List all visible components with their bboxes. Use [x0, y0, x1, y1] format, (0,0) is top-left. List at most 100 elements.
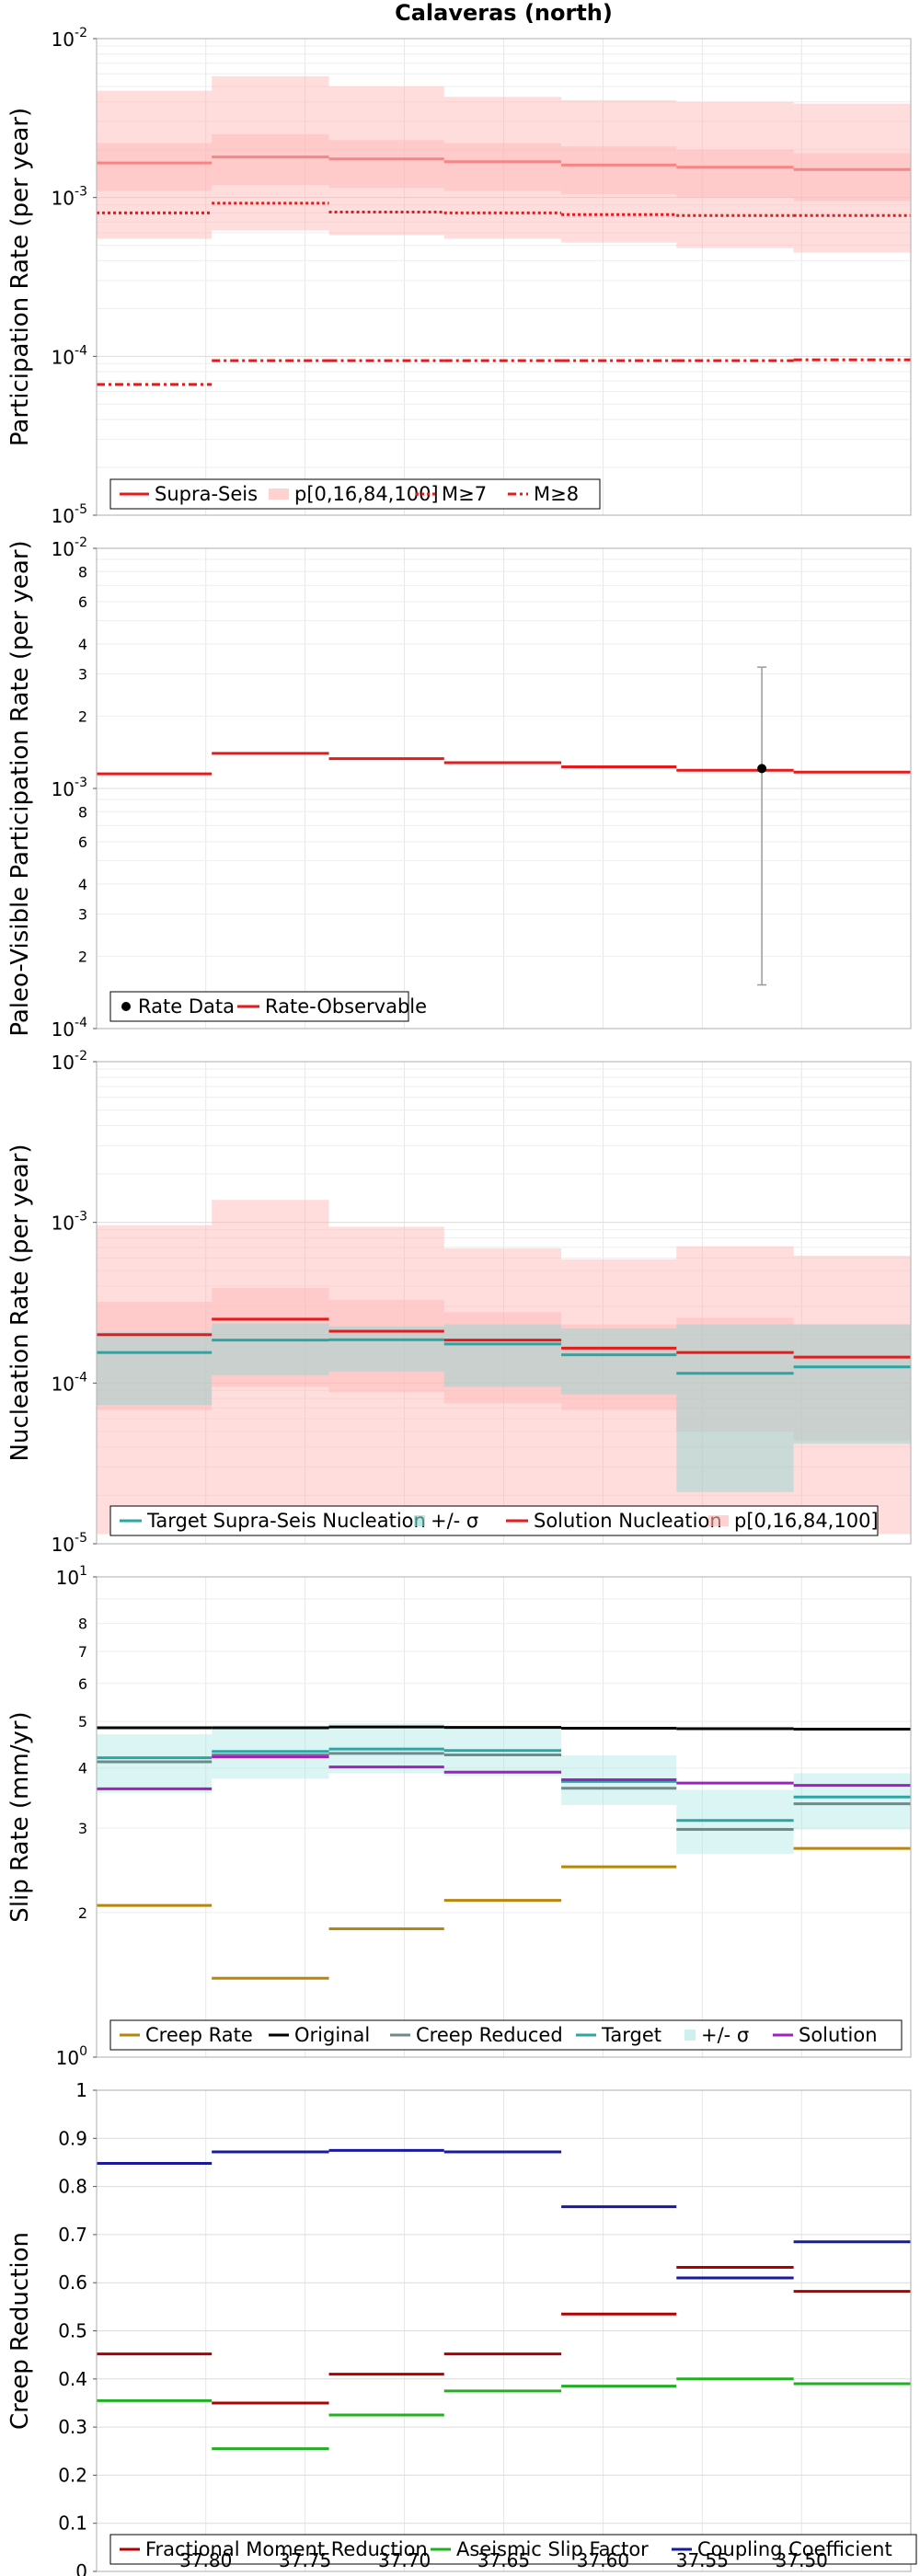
- y-tick-exponent: -4: [75, 1016, 87, 1030]
- legend-label: Supra-Seis: [155, 483, 258, 505]
- band-segment: [212, 1288, 329, 1387]
- y-tick-base: 10: [52, 29, 75, 51]
- y-tick-base: 10: [52, 1213, 75, 1235]
- band-segment: [561, 1259, 677, 1535]
- band-segment: [676, 149, 794, 198]
- y-tick-exponent: -5: [75, 502, 87, 517]
- x-tick-label: 37.65: [477, 2549, 530, 2571]
- y-minor-tick-label: 7: [78, 1643, 87, 1661]
- legend-label: Solution Nucleation: [534, 1510, 722, 1532]
- y-tick-exponent: -2: [75, 1049, 87, 1064]
- y-tick-label: 1: [75, 2079, 87, 2101]
- band-segment: [443, 1324, 562, 1387]
- band-segment: [561, 1328, 677, 1395]
- legend: Supra-Seis p[0,16,84,100] M≥7 M≥8: [109, 478, 601, 510]
- legend: Rate Data Rate-Observable: [109, 991, 427, 1022]
- y-tick-label: 10-2: [52, 26, 87, 51]
- y-tick-label: 10-5: [52, 1531, 87, 1556]
- y-minor-tick-label: 3: [78, 665, 87, 683]
- y-tick-label: 0.7: [58, 2224, 87, 2246]
- legend: Fractional Moment Reduction Aseismic Slip…: [109, 2534, 917, 2565]
- legend-label: Target: [601, 2024, 661, 2046]
- band-segment: [561, 146, 677, 195]
- legend-swatch: [684, 2030, 696, 2041]
- legend-swatch: [414, 1515, 425, 1526]
- y-minor-tick-label: 2: [78, 1904, 87, 1922]
- legend-swatch: [708, 1515, 729, 1526]
- band-segment: [443, 97, 562, 239]
- x-tick-label: 37.75: [279, 2549, 331, 2571]
- y-tick-exponent: 0: [79, 2044, 87, 2059]
- band-segment: [443, 143, 562, 191]
- y-minor-tick-label: 3: [78, 905, 87, 923]
- y-minor-tick-label: 4: [78, 876, 87, 893]
- x-tick-label: 37.70: [378, 2549, 431, 2571]
- y-tick-base: 10: [52, 1018, 75, 1041]
- y-tick-label: 0.1: [58, 2513, 87, 2535]
- legend-label: +/- σ: [701, 2024, 749, 2046]
- legend-label: Original: [294, 2024, 370, 2046]
- y-minor-tick-label: 6: [78, 593, 87, 611]
- y-minor-tick-label: 2: [78, 948, 87, 965]
- y-tick-label: 0.3: [58, 2416, 87, 2438]
- band-segment: [793, 1255, 911, 1535]
- y-axis-label: Participation Rate (per year): [6, 108, 34, 446]
- band-segment: [212, 133, 329, 185]
- legend-box: [109, 478, 601, 510]
- y-tick-exponent: -4: [75, 1370, 87, 1385]
- band-segment: [793, 1773, 911, 1830]
- y-minor-tick-label: 2: [78, 707, 87, 725]
- band-segment: [212, 1200, 329, 1535]
- legend-swatch: [121, 1002, 131, 1011]
- y-axis-label: Paleo-Visible Participation Rate (per ye…: [6, 540, 34, 1036]
- y-tick-label: 0.9: [58, 2127, 87, 2149]
- legend-label: Rate Data: [138, 995, 235, 1018]
- legend-swatch: [269, 489, 289, 500]
- y-tick-base: 10: [52, 346, 75, 368]
- x-tick-label: 37.50: [776, 2549, 828, 2571]
- band-segment: [328, 1226, 444, 1535]
- y-tick-exponent: -3: [75, 1210, 87, 1225]
- band-segment: [793, 153, 911, 201]
- y-tick-base: 10: [56, 2047, 79, 2069]
- x-tick-label: 37.80: [179, 2549, 232, 2571]
- y-tick-label: 10-4: [52, 1370, 88, 1395]
- y-tick-label: 0.6: [58, 2271, 87, 2294]
- band-segment: [793, 1324, 911, 1444]
- y-tick-base: 10: [56, 1567, 79, 1589]
- legend-label: Solution: [799, 2024, 878, 2046]
- legend: Target Supra-Seis Nucleation +/- σ Solutio…: [109, 1505, 879, 1536]
- y-tick-base: 10: [52, 1052, 75, 1074]
- legend: Creep Rate Original Creep Reduced Target +/-…: [109, 2019, 903, 2051]
- band-segment: [328, 1326, 444, 1372]
- y-tick-exponent: -2: [75, 26, 87, 40]
- y-tick-label: 0.8: [58, 2176, 87, 2198]
- y-tick-base: 10: [52, 505, 75, 527]
- y-tick-base: 10: [52, 778, 75, 800]
- y-tick-base: 10: [52, 538, 75, 560]
- band-segment: [443, 1312, 562, 1404]
- band-segment: [328, 86, 444, 236]
- chart-title: Calaveras (north): [395, 0, 613, 26]
- data-point: [757, 764, 767, 774]
- y-minor-tick-label: 8: [78, 803, 87, 821]
- y-tick-label: 10-5: [52, 502, 87, 527]
- legend-label: Creep Rate: [145, 2024, 253, 2046]
- y-tick-exponent: -5: [75, 1531, 87, 1546]
- y-minor-tick-label: 6: [78, 1675, 87, 1693]
- legend-label: Target Supra-Seis Nucleation: [146, 1510, 426, 1532]
- y-tick-label: 100: [56, 2044, 87, 2069]
- y-tick-label: 10-4: [52, 343, 88, 368]
- y-tick-label: 10-3: [52, 776, 87, 800]
- y-tick-exponent: -2: [75, 535, 87, 550]
- band-segment: [328, 140, 444, 189]
- band-segment: [676, 101, 794, 248]
- band-segment: [793, 103, 911, 253]
- y-tick-base: 10: [52, 1373, 75, 1395]
- band-segment: [676, 1789, 794, 1855]
- band-segment: [97, 1734, 213, 1793]
- legend-box: [109, 1505, 879, 1536]
